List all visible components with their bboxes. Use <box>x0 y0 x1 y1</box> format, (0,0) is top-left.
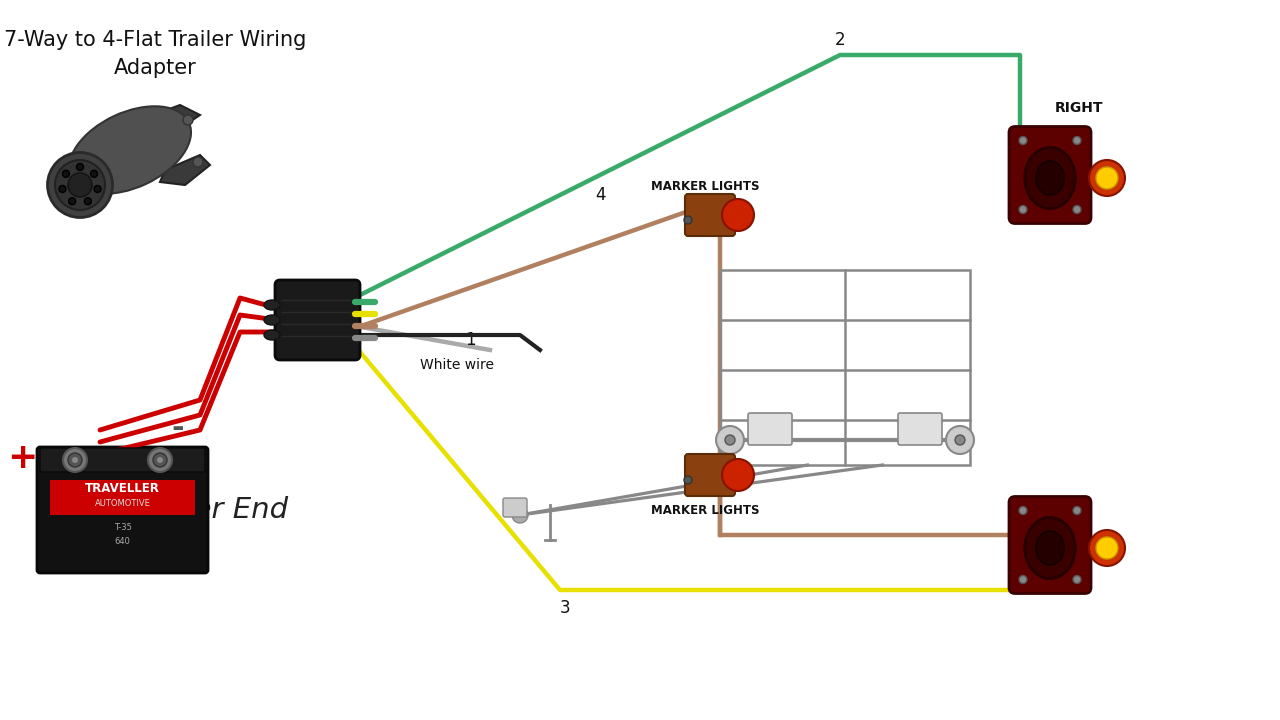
FancyBboxPatch shape <box>275 280 360 360</box>
FancyBboxPatch shape <box>37 447 207 573</box>
Text: MARKER LIGHTS: MARKER LIGHTS <box>650 503 759 516</box>
Circle shape <box>72 457 78 463</box>
Text: Adapter: Adapter <box>114 58 196 78</box>
Text: -: - <box>172 413 184 443</box>
Circle shape <box>684 216 692 224</box>
Circle shape <box>722 459 754 491</box>
Circle shape <box>84 198 91 204</box>
Bar <box>719 270 970 465</box>
Text: 3: 3 <box>559 599 571 617</box>
Polygon shape <box>140 105 200 140</box>
Circle shape <box>946 426 974 454</box>
Circle shape <box>1073 575 1082 583</box>
Circle shape <box>68 453 82 467</box>
Circle shape <box>1019 575 1027 583</box>
Text: Trailer End: Trailer End <box>132 496 288 524</box>
Circle shape <box>1073 205 1082 214</box>
Ellipse shape <box>55 160 105 210</box>
Circle shape <box>955 435 965 445</box>
Circle shape <box>512 507 529 523</box>
Circle shape <box>157 457 163 463</box>
Circle shape <box>63 448 87 472</box>
Circle shape <box>183 115 193 125</box>
Circle shape <box>93 186 101 192</box>
Circle shape <box>148 448 172 472</box>
Circle shape <box>69 198 76 204</box>
Text: RIGHT: RIGHT <box>1055 101 1103 114</box>
Circle shape <box>684 476 692 484</box>
FancyBboxPatch shape <box>899 413 942 445</box>
Circle shape <box>1073 506 1082 515</box>
Text: +: + <box>6 441 37 475</box>
Circle shape <box>1089 160 1125 196</box>
FancyBboxPatch shape <box>1009 497 1091 593</box>
Text: 4: 4 <box>595 186 605 204</box>
Ellipse shape <box>1036 531 1064 565</box>
FancyBboxPatch shape <box>1009 166 1019 184</box>
Text: TRAVELLER: TRAVELLER <box>84 482 160 495</box>
Text: 2: 2 <box>835 31 845 49</box>
Circle shape <box>63 170 69 177</box>
Text: White wire: White wire <box>420 358 494 372</box>
Text: 7-Way to 4-Flat Trailer Wiring: 7-Way to 4-Flat Trailer Wiring <box>4 30 306 50</box>
Circle shape <box>154 453 166 467</box>
FancyBboxPatch shape <box>748 413 792 445</box>
Circle shape <box>193 157 204 167</box>
Circle shape <box>722 199 754 231</box>
Circle shape <box>1096 167 1117 189</box>
Circle shape <box>1019 205 1027 214</box>
FancyBboxPatch shape <box>685 194 735 236</box>
Circle shape <box>716 426 744 454</box>
Text: AUTOMOTIVE: AUTOMOTIVE <box>95 500 151 508</box>
Circle shape <box>1019 137 1027 145</box>
FancyBboxPatch shape <box>50 480 195 515</box>
Ellipse shape <box>47 153 113 217</box>
FancyBboxPatch shape <box>1009 536 1019 554</box>
Polygon shape <box>160 155 210 185</box>
Circle shape <box>59 186 67 192</box>
Text: 1: 1 <box>465 331 475 349</box>
Circle shape <box>77 163 83 171</box>
Circle shape <box>68 173 92 197</box>
Circle shape <box>1073 137 1082 145</box>
Ellipse shape <box>264 315 280 325</box>
FancyBboxPatch shape <box>40 448 205 472</box>
Circle shape <box>1089 530 1125 566</box>
Ellipse shape <box>1025 148 1075 209</box>
Text: 640: 640 <box>115 538 131 546</box>
FancyBboxPatch shape <box>503 498 527 517</box>
Circle shape <box>1019 506 1027 515</box>
Text: T-35: T-35 <box>114 523 132 533</box>
Circle shape <box>91 170 97 177</box>
Ellipse shape <box>69 107 191 194</box>
Text: MARKER LIGHTS: MARKER LIGHTS <box>650 181 759 194</box>
Ellipse shape <box>1036 161 1064 195</box>
Ellipse shape <box>1025 518 1075 579</box>
Circle shape <box>724 435 735 445</box>
Text: LEFT: LEFT <box>1055 551 1093 564</box>
Ellipse shape <box>264 300 280 310</box>
Ellipse shape <box>264 330 280 340</box>
Circle shape <box>1096 537 1117 559</box>
FancyBboxPatch shape <box>685 454 735 496</box>
FancyBboxPatch shape <box>1009 127 1091 223</box>
